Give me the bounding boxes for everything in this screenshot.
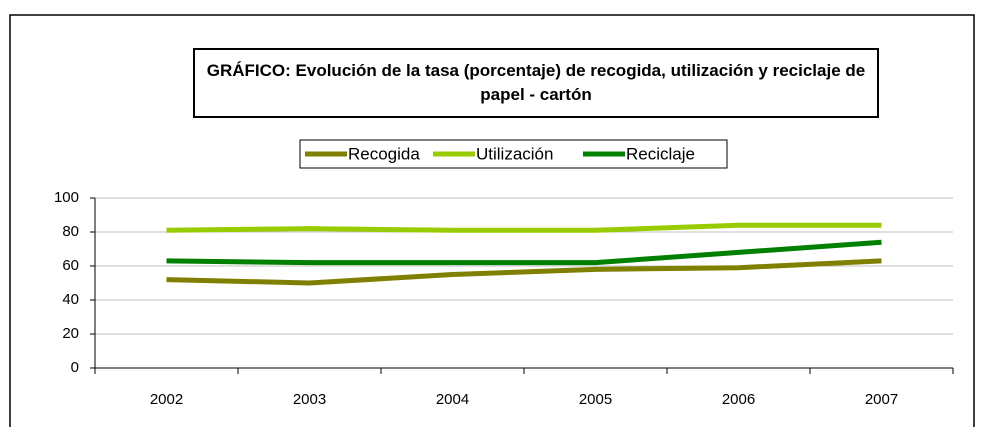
series-line — [166, 239, 882, 266]
series-line — [166, 222, 882, 233]
x-tick-label: 2003 — [293, 391, 326, 408]
legend-label: Utilización — [476, 144, 553, 163]
x-tick-label: 2007 — [865, 391, 898, 408]
legend-box — [299, 139, 728, 169]
x-tick-label: 2005 — [579, 391, 612, 408]
legend-label: Recogida — [348, 144, 420, 163]
x-tick-label: 2006 — [722, 391, 755, 408]
y-tick-label: 80 — [62, 223, 79, 240]
chart-title: GRÁFICO: Evolución de la tasa (porcentaj… — [193, 48, 879, 118]
y-tick-label: 40 — [62, 291, 79, 308]
x-tick-label: 2002 — [150, 391, 183, 408]
legend-label: Reciclaje — [626, 144, 695, 163]
series-line — [166, 258, 882, 286]
y-tick-label: 100 — [54, 189, 79, 206]
y-tick-label: 0 — [71, 359, 79, 376]
x-tick-label: 2004 — [436, 391, 469, 408]
y-tick-label: 60 — [62, 257, 79, 274]
y-tick-label: 20 — [62, 325, 79, 342]
